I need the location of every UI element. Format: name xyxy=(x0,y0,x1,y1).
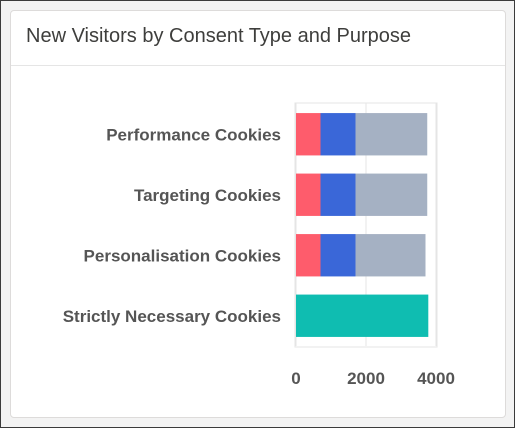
bar-chart: Performance Cookies Targeting Cookies Pers… xyxy=(63,102,455,388)
category-label: Performance Cookies xyxy=(106,125,281,144)
bar-segment-2-1[interactable] xyxy=(296,173,321,216)
bars xyxy=(296,113,429,337)
card-header: New Visitors by Consent Type and Purpose xyxy=(11,11,505,66)
bar-segment-2-3[interactable] xyxy=(355,173,428,216)
bar-segment-2-2[interactable] xyxy=(320,173,356,216)
dashboard-card: New Visitors by Consent Type and Purpose… xyxy=(10,10,506,418)
category-label: Targeting Cookies xyxy=(134,186,281,205)
chart-area: Performance Cookies Targeting Cookies Pers… xyxy=(11,66,505,417)
card-title: New Visitors by Consent Type and Purpose xyxy=(26,25,412,47)
bar-segment-3-1[interactable] xyxy=(296,234,321,277)
bar-segment-3-3[interactable] xyxy=(355,234,426,277)
x-tick-labels: 0 2000 4000 xyxy=(291,369,455,388)
x-tick-label: 0 xyxy=(291,369,300,388)
x-tick-label: 4000 xyxy=(417,369,455,388)
category-labels: Performance Cookies Targeting Cookies Pers… xyxy=(63,125,281,326)
bar-segment-4-4[interactable] xyxy=(296,294,429,337)
x-tick-label: 2000 xyxy=(347,369,385,388)
bar-segment-1-3[interactable] xyxy=(355,113,428,156)
bar-segment-1-2[interactable] xyxy=(320,113,356,156)
category-label: Personalisation Cookies xyxy=(84,246,281,265)
bar-segment-1-1[interactable] xyxy=(296,113,321,156)
category-label: Strictly Necessary Cookies xyxy=(63,307,281,326)
bar-segment-3-2[interactable] xyxy=(320,234,356,277)
